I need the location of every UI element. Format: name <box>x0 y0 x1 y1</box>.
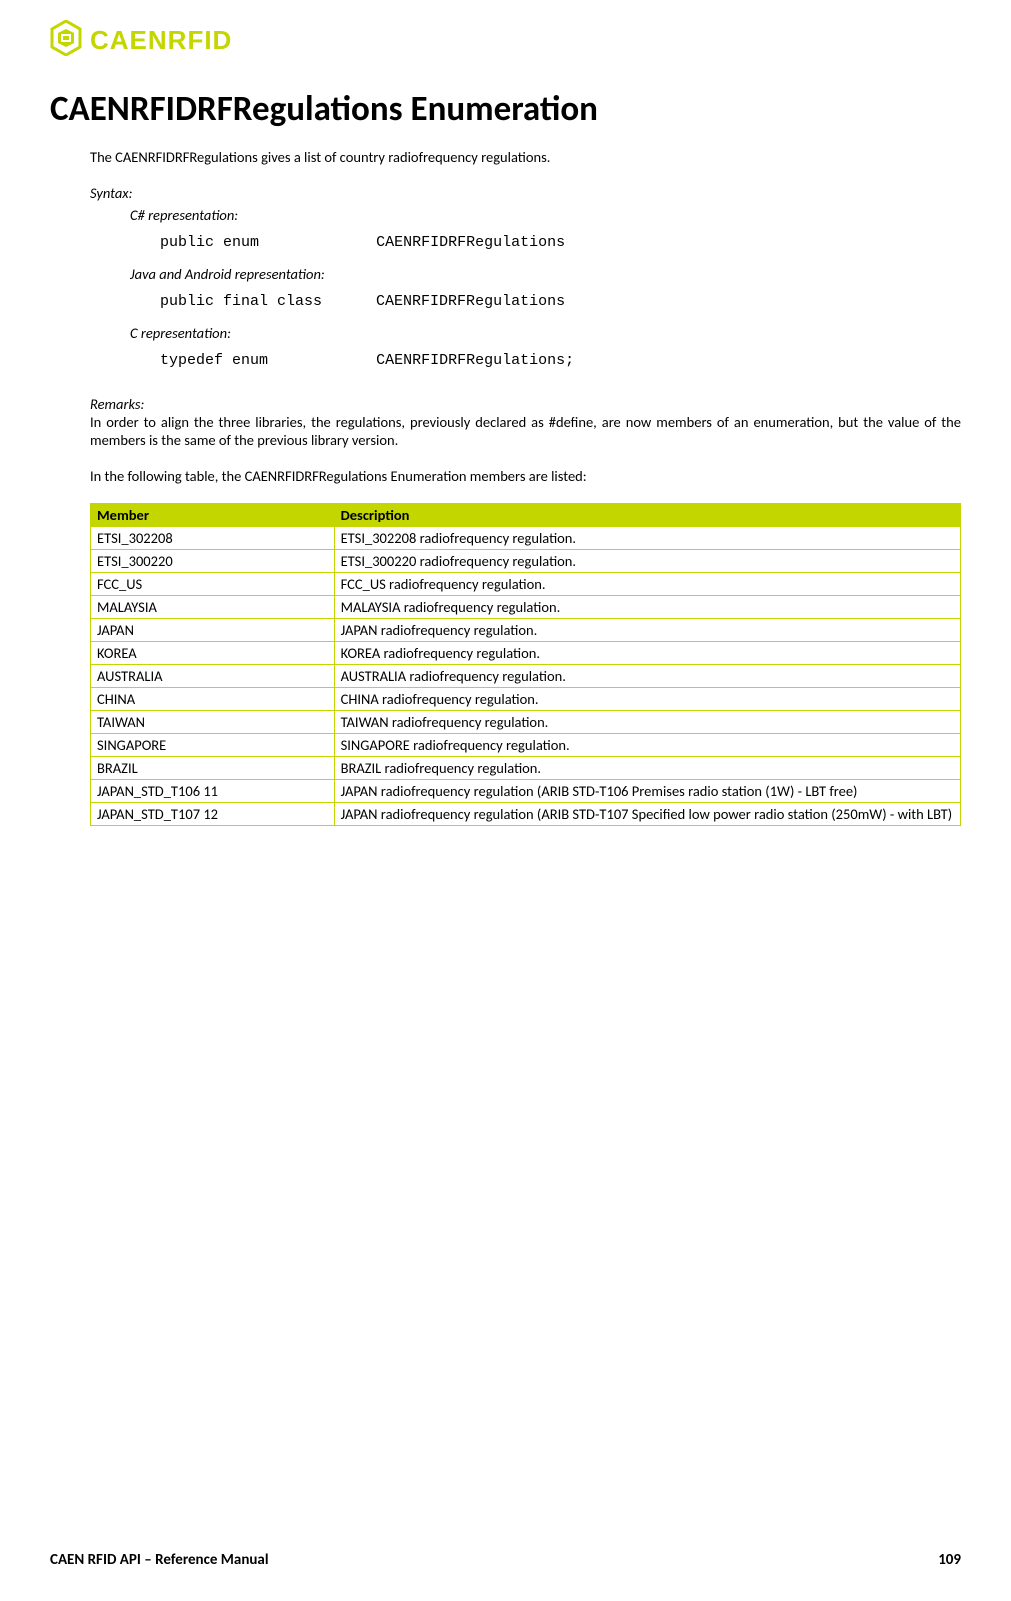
member-cell: ETSI_302208 <box>91 527 335 550</box>
table-row: CHINACHINA radiofrequency regulation. <box>91 688 961 711</box>
remarks-text: In order to align the three libraries, t… <box>90 413 961 449</box>
member-cell: SINGAPORE <box>91 734 335 757</box>
table-row: JAPAN_STD_T106 11JAPAN radiofrequency re… <box>91 780 961 803</box>
table-row: KOREAKOREA radiofrequency regulation. <box>91 642 961 665</box>
code-line: public final class CAENRFIDRFRegulations <box>160 293 961 310</box>
code-name: CAENRFIDRFRegulations; <box>376 352 574 369</box>
description-cell: MALAYSIA radiofrequency regulation. <box>334 596 960 619</box>
description-cell: TAIWAN radiofrequency regulation. <box>334 711 960 734</box>
repr-label: Java and Android representation: <box>130 265 961 283</box>
syntax-label: Syntax: <box>90 184 961 202</box>
description-cell: JAPAN radiofrequency regulation (ARIB ST… <box>334 780 960 803</box>
table-row: TAIWANTAIWAN radiofrequency regulation. <box>91 711 961 734</box>
member-cell: JAPAN_STD_T107 12 <box>91 803 335 826</box>
member-cell: FCC_US <box>91 573 335 596</box>
logo-icon <box>50 20 82 60</box>
member-cell: CHINA <box>91 688 335 711</box>
member-cell: KOREA <box>91 642 335 665</box>
table-row: JAPAN_STD_T107 12JAPAN radiofrequency re… <box>91 803 961 826</box>
code-keyword: public enum <box>160 234 259 251</box>
member-cell: BRAZIL <box>91 757 335 780</box>
table-header-member: Member <box>91 504 335 527</box>
description-cell: JAPAN radiofrequency regulation. <box>334 619 960 642</box>
member-cell: ETSI_300220 <box>91 550 335 573</box>
code-line: typedef enum CAENRFIDRFRegulations; <box>160 352 961 369</box>
description-cell: CHINA radiofrequency regulation. <box>334 688 960 711</box>
code-gap <box>268 352 376 369</box>
description-cell: BRAZIL radiofrequency regulation. <box>334 757 960 780</box>
code-name: CAENRFIDRFRegulations <box>376 293 565 310</box>
table-header-description: Description <box>334 504 960 527</box>
code-gap <box>259 234 376 251</box>
intro-text: The CAENRFIDRFRegulations gives a list o… <box>90 148 961 166</box>
footer: CAEN RFID API – Reference Manual 109 <box>50 1551 961 1569</box>
code-keyword: public final class <box>160 293 322 310</box>
description-cell: SINGAPORE radiofrequency regulation. <box>334 734 960 757</box>
logo-text: CAENRFID <box>90 25 232 56</box>
table-row: ETSI_300220ETSI_300220 radiofrequency re… <box>91 550 961 573</box>
member-cell: AUSTRALIA <box>91 665 335 688</box>
repr-block: C representation: typedef enum CAENRFIDRF… <box>130 324 961 369</box>
description-cell: FCC_US radiofrequency regulation. <box>334 573 960 596</box>
logo: CAENRFID <box>50 20 961 60</box>
code-gap <box>322 293 376 310</box>
member-cell: MALAYSIA <box>91 596 335 619</box>
code-name: CAENRFIDRFRegulations <box>376 234 565 251</box>
repr-block: C# representation: public enum CAENRFIDRF… <box>130 206 961 251</box>
remarks-block: Remarks: In order to align the three lib… <box>90 395 961 449</box>
table-row: BRAZILBRAZIL radiofrequency regulation. <box>91 757 961 780</box>
description-cell: KOREA radiofrequency regulation. <box>334 642 960 665</box>
page-title: CAENRFIDRFRegulations Enumeration <box>50 88 961 130</box>
remarks-label: Remarks: <box>90 395 961 413</box>
member-cell: JAPAN_STD_T106 11 <box>91 780 335 803</box>
description-cell: ETSI_302208 radiofrequency regulation. <box>334 527 960 550</box>
description-cell: AUSTRALIA radiofrequency regulation. <box>334 665 960 688</box>
enum-table: Member Description ETSI_302208ETSI_30220… <box>90 503 961 826</box>
footer-page-number: 109 <box>938 1551 961 1569</box>
repr-label: C representation: <box>130 324 961 342</box>
repr-block: Java and Android representation: public f… <box>130 265 961 310</box>
table-row: FCC_USFCC_US radiofrequency regulation. <box>91 573 961 596</box>
table-intro: In the following table, the CAENRFIDRFRe… <box>90 467 961 485</box>
code-keyword: typedef enum <box>160 352 268 369</box>
description-cell: JAPAN radiofrequency regulation (ARIB ST… <box>334 803 960 826</box>
description-cell: ETSI_300220 radiofrequency regulation. <box>334 550 960 573</box>
table-row: AUSTRALIAAUSTRALIA radiofrequency regula… <box>91 665 961 688</box>
member-cell: TAIWAN <box>91 711 335 734</box>
footer-left: CAEN RFID API – Reference Manual <box>50 1551 269 1569</box>
table-row: JAPANJAPAN radiofrequency regulation. <box>91 619 961 642</box>
table-row: MALAYSIAMALAYSIA radiofrequency regulati… <box>91 596 961 619</box>
code-line: public enum CAENRFIDRFRegulations <box>160 234 961 251</box>
member-cell: JAPAN <box>91 619 335 642</box>
table-row: SINGAPORESINGAPORE radiofrequency regula… <box>91 734 961 757</box>
repr-label: C# representation: <box>130 206 961 224</box>
table-row: ETSI_302208ETSI_302208 radiofrequency re… <box>91 527 961 550</box>
